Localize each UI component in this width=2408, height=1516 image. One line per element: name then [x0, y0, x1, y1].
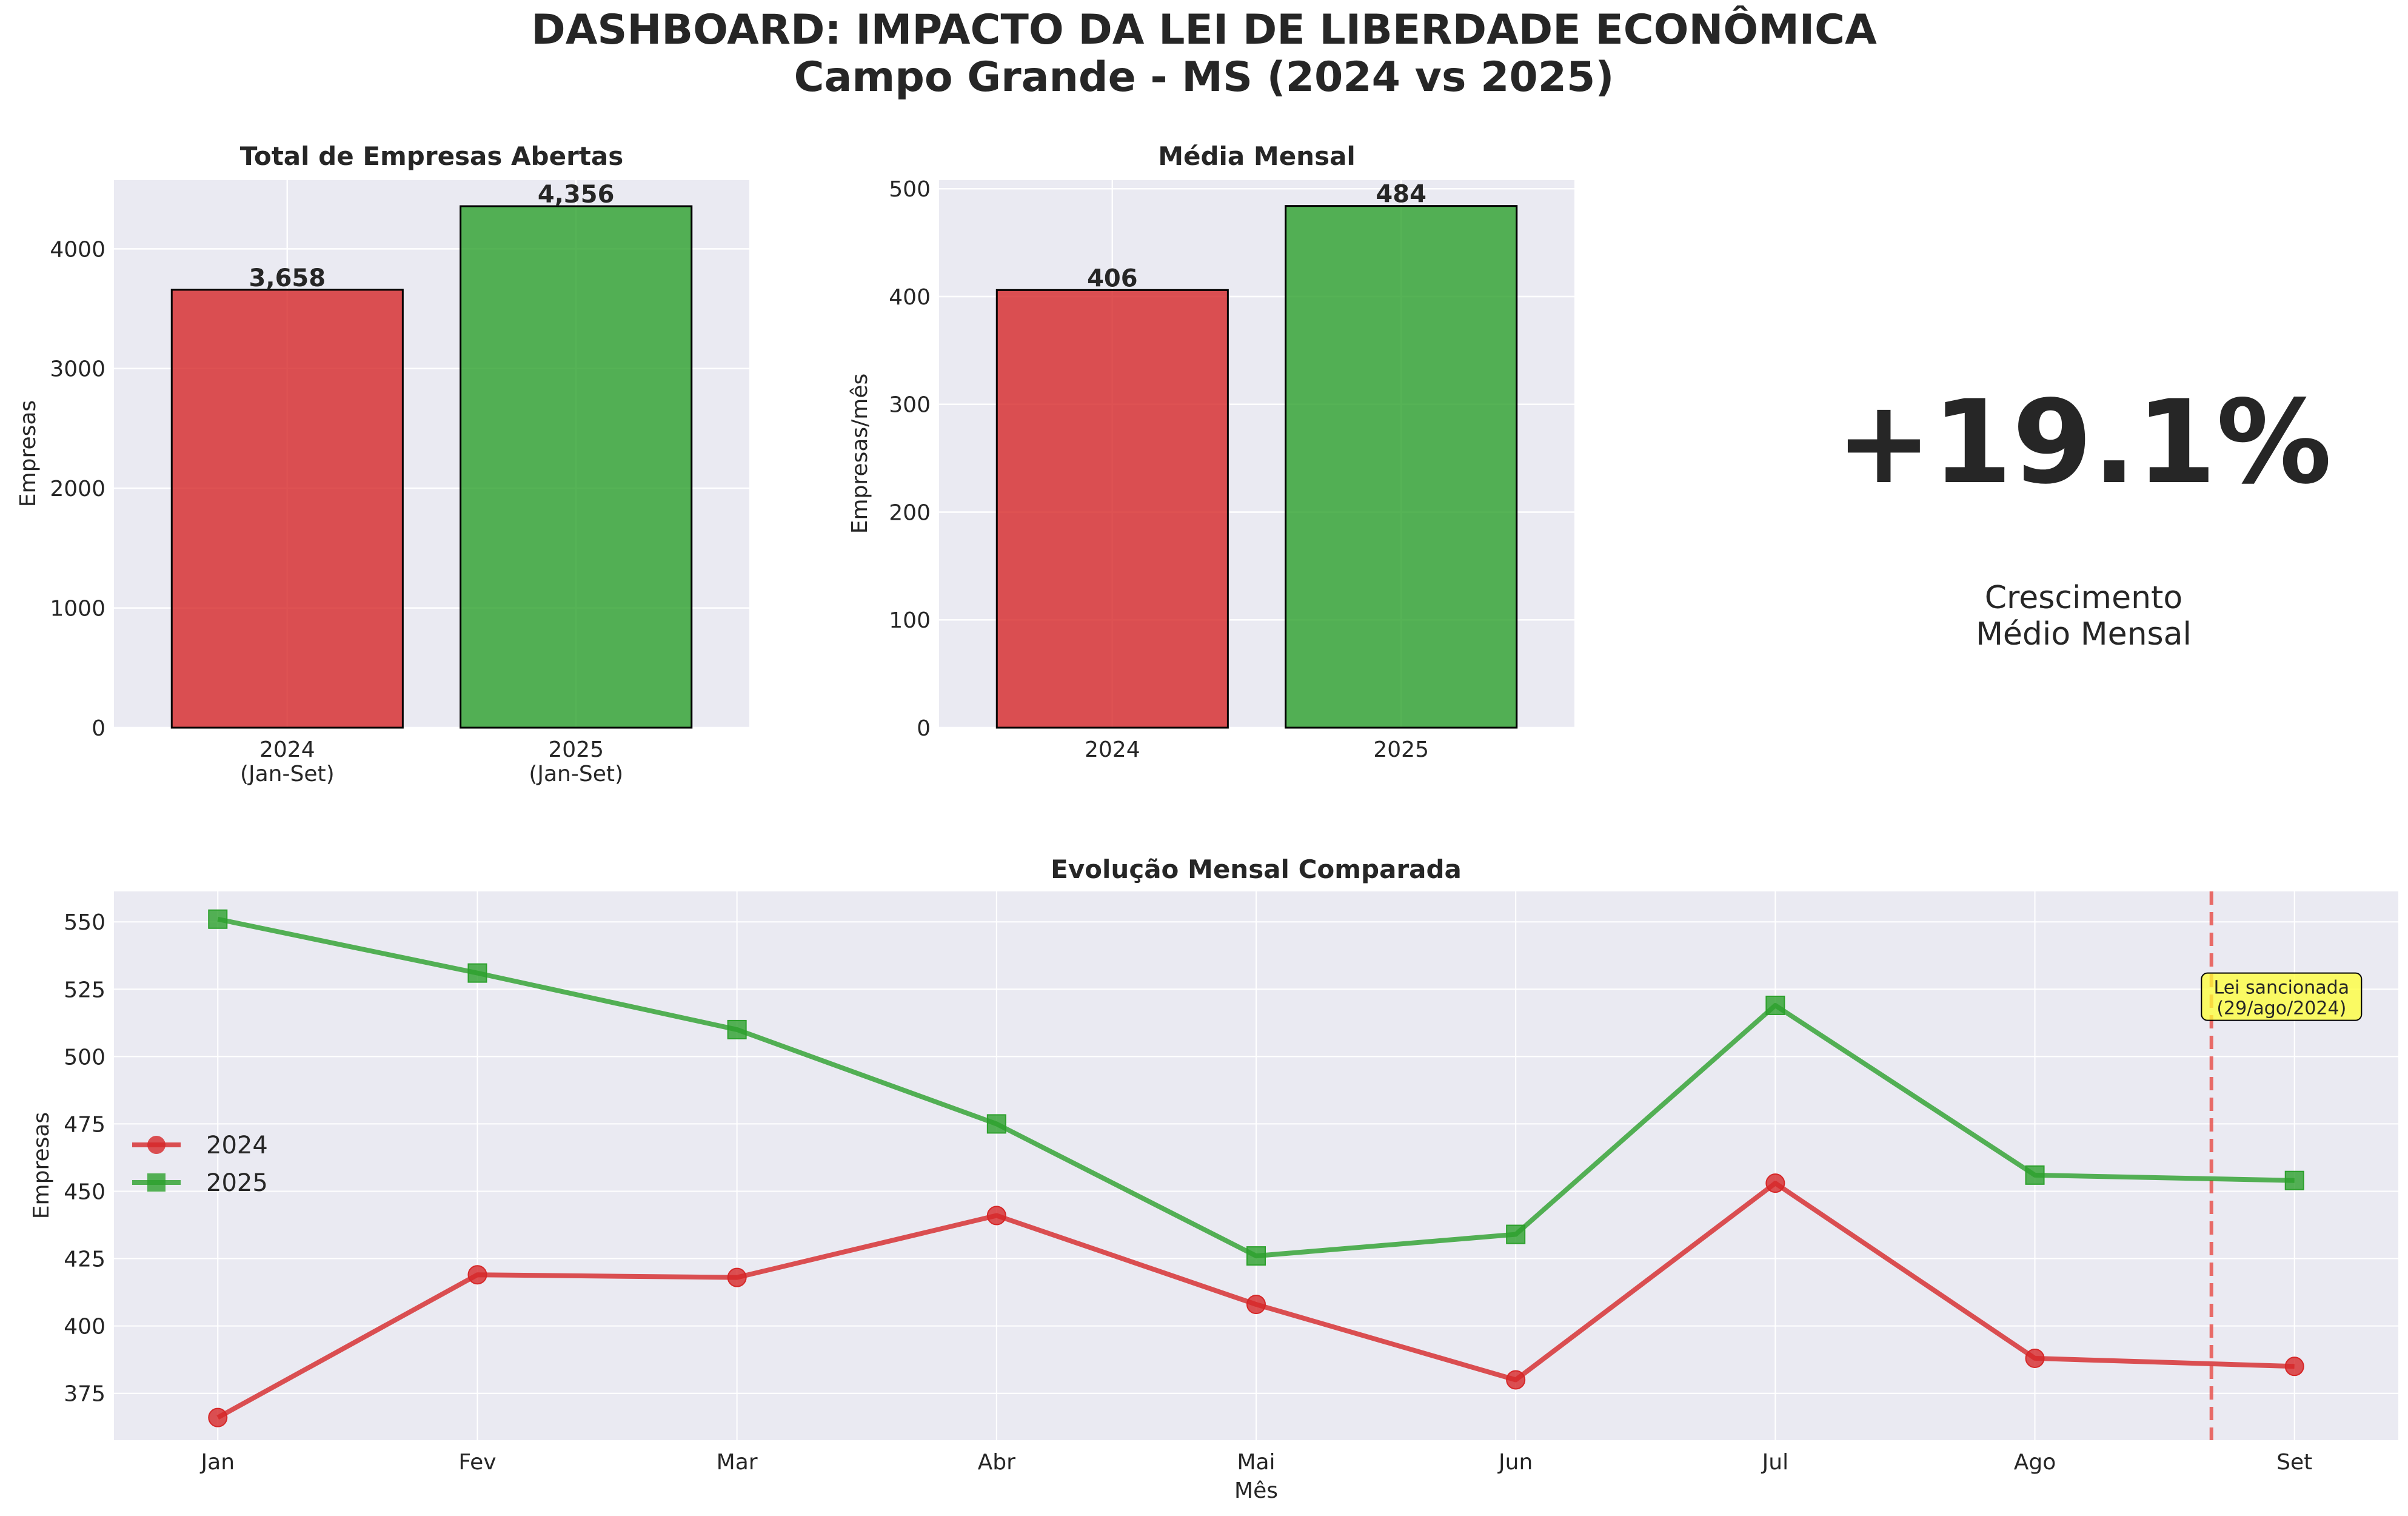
- annotation-text-line1: Lei sancionada: [2214, 978, 2350, 999]
- data-point-2024: [1765, 1173, 1785, 1193]
- chart-title: Total de Empresas Abertas: [240, 141, 623, 171]
- bar-value-label: 3,658: [249, 264, 326, 292]
- kpi-label-line1: Crescimento: [1985, 580, 2182, 616]
- y-tick-label: 1000: [50, 597, 105, 622]
- data-point-2025: [1246, 1246, 1266, 1266]
- y-tick-label: 4000: [50, 237, 105, 262]
- y-axis-label: Empresas: [29, 1112, 54, 1219]
- monthly-evolution-chart: 375 400 425 450 475 500 525 550 Jan Fev Mar Abr Mai…: [29, 854, 2398, 1503]
- monthly-average-chart: 406 484 0 100 200 300 400 500 2024 2025 Média M…: [848, 141, 1574, 762]
- y-axis-label: Empresas: [16, 400, 41, 507]
- x-tick-label: Abr: [978, 1450, 1015, 1475]
- x-axis-label: Mês: [1234, 1478, 1278, 1503]
- data-point-2024: [1506, 1370, 1526, 1390]
- data-point-2025: [467, 963, 487, 983]
- data-point-2024: [1246, 1295, 1266, 1315]
- data-point-2025: [208, 909, 228, 929]
- y-tick-label: 425: [64, 1247, 105, 1272]
- x-tick-label: Mai: [1237, 1450, 1275, 1475]
- x-tick-label: Fev: [458, 1450, 496, 1475]
- x-tick-label: Jul: [1761, 1450, 1788, 1475]
- y-tick-label: 525: [64, 978, 105, 1002]
- y-tick-label: 375: [64, 1382, 105, 1407]
- legend-marker-2025: [147, 1173, 166, 1192]
- x-tick-label: Ago: [2014, 1450, 2056, 1475]
- y-tick-label: 400: [64, 1315, 105, 1340]
- legend-label-2024: 2024: [206, 1132, 268, 1159]
- y-tick-label: 200: [889, 500, 931, 525]
- bar-value-label: 4,356: [538, 181, 615, 209]
- x-tick-label: Mar: [717, 1450, 758, 1475]
- data-point-2024: [727, 1267, 747, 1287]
- data-point-2025: [2025, 1165, 2045, 1185]
- figure-title-line2: Campo Grande - MS (2024 vs 2025): [794, 53, 1614, 101]
- kpi-panel: +19.1% Crescimento Médio Mensal: [1836, 375, 2332, 652]
- x-tick-label: (Jan-Set): [240, 762, 335, 787]
- y-tick-label: 550: [64, 910, 105, 935]
- data-point-2024: [986, 1206, 1006, 1226]
- y-tick-label: 3000: [50, 357, 105, 382]
- bar: [170, 289, 404, 729]
- annotation-box: [2201, 972, 2363, 1021]
- y-tick-label: 450: [64, 1179, 105, 1204]
- figure-title-line1: DASHBOARD: IMPACTO DA LEI DE LIBERDADE E…: [531, 5, 1877, 54]
- x-tick-label: Jun: [1497, 1450, 1533, 1475]
- x-tick-label: (Jan-Set): [529, 762, 623, 787]
- bar-value-label: 484: [1376, 181, 1426, 209]
- chart-title: Evolução Mensal Comparada: [1051, 854, 1462, 884]
- x-tick-label: 2024: [1085, 737, 1140, 762]
- data-point-2025: [1506, 1224, 1526, 1244]
- y-tick-label: 100: [889, 608, 931, 633]
- y-tick-label: 475: [64, 1112, 105, 1137]
- legend-marker-2024: [147, 1136, 166, 1154]
- legend-label-2025: 2025: [206, 1169, 268, 1197]
- x-tick-label: Set: [2276, 1450, 2312, 1475]
- annotation-text-line2: (29/ago/2024): [2216, 998, 2346, 1019]
- data-point-2024: [467, 1265, 487, 1285]
- x-tick-label: Jan: [200, 1450, 235, 1475]
- y-tick-label: 500: [64, 1045, 105, 1070]
- bar-value-label: 406: [1087, 264, 1138, 292]
- kpi-label-line2: Médio Mensal: [1976, 616, 2192, 652]
- data-point-2024: [2284, 1357, 2304, 1377]
- y-tick-label: 400: [889, 285, 931, 310]
- data-point-2025: [986, 1114, 1006, 1134]
- y-tick-label: 2000: [50, 477, 105, 501]
- data-point-2024: [2025, 1348, 2045, 1368]
- bar: [1285, 205, 1518, 729]
- kpi-value: +19.1%: [1836, 375, 2332, 509]
- data-point-2025: [727, 1019, 747, 1039]
- y-tick-label: 0: [92, 716, 105, 741]
- y-tick-label: 0: [917, 716, 931, 741]
- data-point-2025: [1765, 995, 1785, 1015]
- x-tick-label: 2024: [259, 737, 315, 762]
- data-point-2024: [208, 1407, 228, 1427]
- y-tick-label: 300: [889, 393, 931, 418]
- x-tick-label: 2025: [1373, 737, 1429, 762]
- x-tick-label: 2025: [548, 737, 604, 762]
- y-axis-label: Empresas/mês: [848, 374, 872, 534]
- bar: [995, 289, 1229, 729]
- data-point-2025: [2284, 1170, 2304, 1190]
- chart-title: Média Mensal: [1158, 141, 1356, 171]
- bar: [460, 205, 693, 729]
- y-tick-label: 500: [889, 177, 931, 202]
